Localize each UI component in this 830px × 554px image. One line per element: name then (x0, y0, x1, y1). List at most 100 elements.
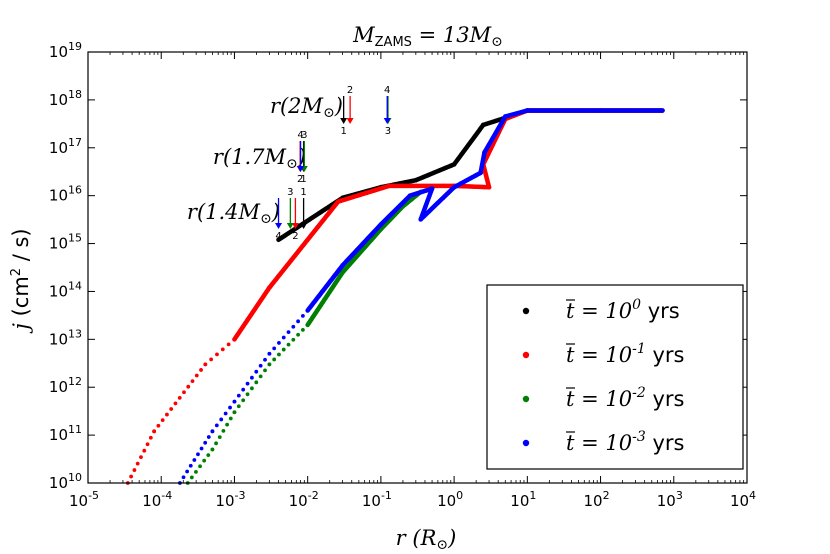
arrow-number: 1 (340, 126, 346, 137)
data-point (135, 461, 140, 466)
data-point (281, 347, 286, 352)
data-point (165, 412, 169, 417)
arrow-number: 1 (300, 174, 306, 185)
data-point (232, 410, 237, 415)
data-point (296, 332, 300, 337)
data-point (226, 342, 231, 347)
x-tick-label: 10-1 (362, 489, 392, 510)
data-point (139, 455, 143, 460)
data-point (190, 379, 195, 384)
data-point (221, 428, 226, 433)
legend-label: t = 100 yrs (566, 297, 680, 323)
x-axis-label: r (R⊙) (396, 526, 457, 553)
data-point (132, 468, 137, 472)
series-s4 (178, 108, 665, 485)
data-point (189, 475, 194, 480)
data-point (267, 362, 272, 367)
data-point (169, 407, 174, 411)
x-tick-label: 10-5 (69, 489, 99, 510)
legend-marker (522, 395, 530, 403)
data-point (241, 398, 246, 403)
x-tick-label: 10-3 (215, 489, 245, 510)
legend-marker (522, 307, 530, 315)
data-point (194, 373, 199, 378)
data-point (258, 374, 263, 379)
data-point (156, 423, 161, 428)
arrow-number: 2 (297, 174, 303, 185)
data-point (660, 108, 665, 113)
arrow-head (340, 118, 348, 124)
data-point (277, 352, 281, 357)
data-point (254, 380, 259, 385)
data-point (203, 440, 208, 445)
arrow-number: 2 (292, 231, 298, 242)
y-tick-label: 1011 (49, 423, 82, 444)
arrow-head (383, 118, 391, 124)
annotation-3: r(1.4M⊙) 1 2 3 4 (187, 187, 308, 242)
data-point (206, 435, 211, 439)
data-point (236, 404, 241, 409)
legend-marker (522, 439, 530, 447)
arrow-head (275, 223, 283, 229)
data-point (203, 362, 208, 367)
x-tick-label: 102 (584, 489, 610, 510)
data-point (142, 448, 147, 453)
data-point (225, 422, 229, 427)
data-point (202, 458, 207, 463)
arrow-number: 4 (384, 85, 390, 96)
data-point (188, 463, 193, 468)
arrow-number: 2 (347, 85, 353, 96)
annotation-1: r(2M⊙) 1 2 3 4 (270, 85, 392, 137)
data-point (258, 363, 263, 368)
arrow-head (286, 223, 294, 229)
legend-marker (522, 351, 530, 359)
series-layer (125, 108, 665, 485)
data-point (181, 475, 186, 480)
arrow-number: 4 (297, 130, 303, 141)
y-tick-label: 1013 (49, 327, 82, 348)
data-point (236, 393, 241, 398)
x-tick-label: 10-2 (289, 489, 319, 510)
data-point (250, 386, 254, 391)
legend-label: t = 10-3 yrs (566, 429, 684, 455)
data-point (198, 464, 202, 469)
data-point (254, 369, 259, 374)
data-point (245, 392, 250, 397)
y-tick-label: 1012 (49, 375, 82, 396)
data-point (250, 375, 254, 380)
data-point (210, 429, 215, 434)
arrow-head (346, 118, 354, 124)
data-point (263, 368, 267, 373)
annotation-label: r(1.7M⊙) (213, 145, 306, 172)
x-tick-label: 101 (510, 489, 536, 510)
x-tick-label: 103 (657, 489, 683, 510)
data-point (286, 330, 291, 335)
data-point (220, 347, 225, 352)
arrow-number: 1 (300, 187, 306, 198)
data-point (173, 401, 178, 406)
data-point (228, 405, 232, 410)
data-point (129, 474, 134, 479)
y-tick-label: 1010 (49, 471, 82, 492)
y-tick-label: 1019 (49, 40, 82, 61)
data-point (272, 346, 277, 351)
data-point (300, 314, 305, 318)
data-point (291, 337, 296, 342)
data-point (177, 395, 182, 400)
legend-label: t = 10-2 yrs (566, 385, 684, 411)
x-tick-label: 104 (730, 489, 756, 510)
y-tick-label: 1018 (49, 88, 82, 109)
y-tick-label: 1015 (49, 232, 82, 253)
legend: t = 100 yrs t = 10-1 yrs t = 10-2 yrs t = 1… (486, 284, 744, 470)
data-point (263, 357, 267, 362)
y-tick-label: 1016 (49, 184, 82, 205)
data-point (210, 447, 215, 452)
data-point (228, 416, 233, 421)
data-point (209, 357, 214, 362)
arrow-head (291, 223, 299, 229)
x-tick-label: 10-4 (142, 489, 172, 510)
data-point (232, 399, 237, 404)
data-point (215, 352, 219, 357)
data-point (152, 429, 157, 434)
